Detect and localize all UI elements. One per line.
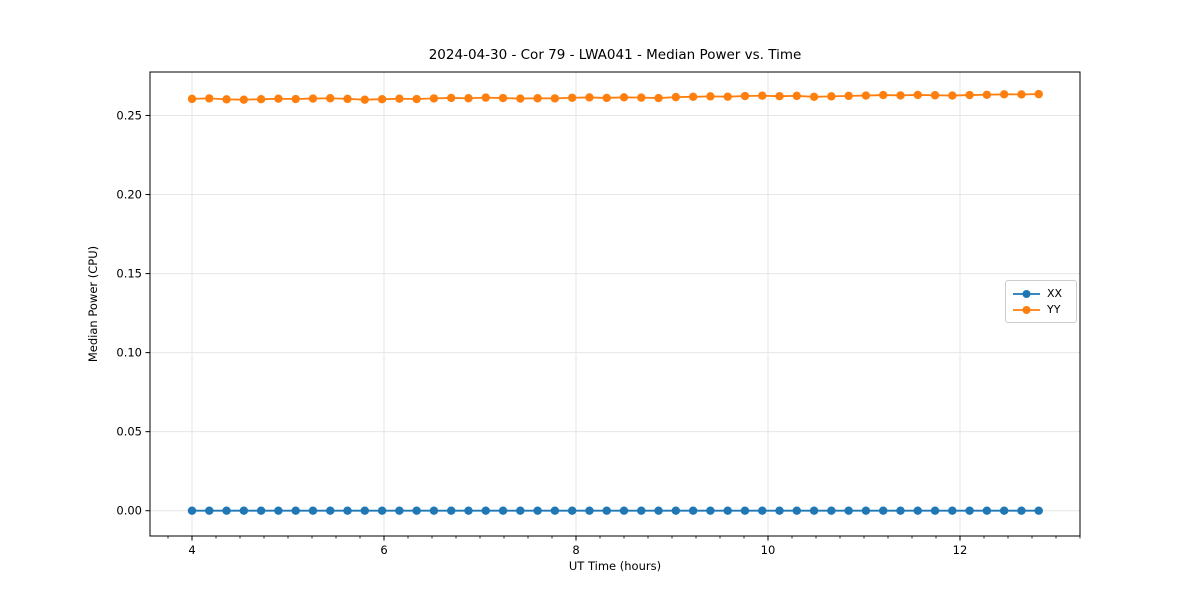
legend-label-yy: YY [1047,303,1061,316]
svg-text:0.10: 0.10 [116,346,142,360]
svg-text:10: 10 [761,543,776,557]
svg-text:6: 6 [380,543,387,557]
legend-entry-xx: XX [1013,288,1070,299]
legend-line-marker-sample-xx [1013,289,1040,298]
svg-text:0.05: 0.05 [116,425,142,439]
legend-entry-yy: YY [1013,304,1070,315]
svg-text:12: 12 [953,543,968,557]
svg-text:0.25: 0.25 [116,108,142,122]
svg-text:4: 4 [188,543,195,557]
svg-text:8: 8 [572,543,579,557]
svg-text:0.20: 0.20 [116,188,142,202]
legend-line-marker-sample-yy [1013,305,1040,314]
svg-text:0.00: 0.00 [116,504,142,518]
chart-title: 2024-04-30 - Cor 79 - LWA041 - Median Po… [428,47,802,63]
legend-label-xx: XX [1047,287,1063,300]
svg-text:0.15: 0.15 [116,267,142,281]
x-axis-label: UT Time (hours) [568,559,662,573]
legend: XX YY [1005,280,1077,323]
